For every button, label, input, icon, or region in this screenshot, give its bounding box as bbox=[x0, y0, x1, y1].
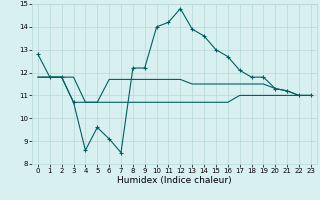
X-axis label: Humidex (Indice chaleur): Humidex (Indice chaleur) bbox=[117, 176, 232, 185]
